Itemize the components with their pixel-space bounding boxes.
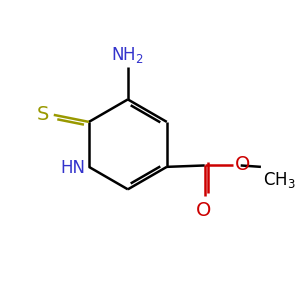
Text: NH$_2$: NH$_2$: [112, 45, 144, 65]
Text: S: S: [36, 105, 49, 124]
Text: CH$_3$: CH$_3$: [263, 170, 296, 190]
Text: HN: HN: [61, 159, 85, 177]
Text: O: O: [196, 201, 211, 220]
Text: O: O: [235, 154, 250, 174]
